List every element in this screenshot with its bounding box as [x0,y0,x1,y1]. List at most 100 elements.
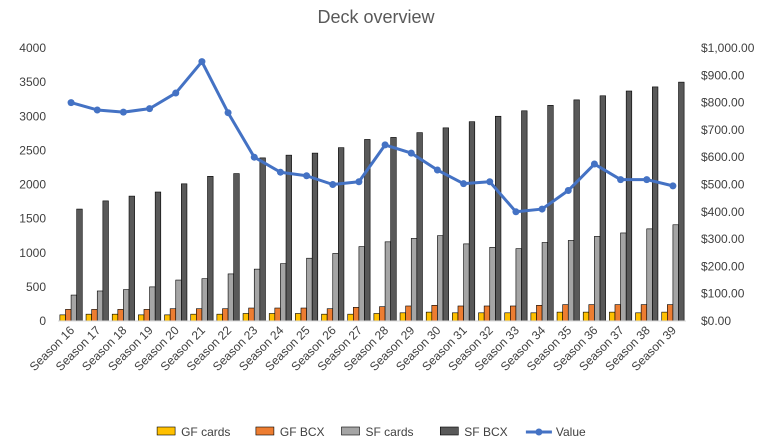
bar-gf-bcx [248,307,255,322]
bar-sf-bcx [233,173,240,322]
line-point-value [93,106,101,114]
bar-sf-cards [620,232,627,322]
bar-gf-cards [216,313,223,322]
bar-gf-bcx [431,304,438,322]
bar-sf-cards [594,236,601,322]
bar-gf-bcx [562,304,569,322]
chart-title: Deck overview [317,7,435,27]
y-right-tick-label: $900.00 [701,68,745,82]
bar-sf-cards [567,240,575,322]
y-right-tick-label: $500.00 [701,178,745,192]
bar-sf-bcx [259,157,266,322]
bar-gf-cards [582,311,590,322]
bar-sf-bcx [495,115,502,322]
line-point-value [329,181,337,188]
legend-item-value: Value [525,425,586,439]
line-point-value [381,141,389,149]
bar-sf-bcx [442,127,449,322]
bar-gf-cards [478,312,485,322]
bar-sf-cards [123,289,130,322]
bar-gf-cards [373,313,380,322]
legend-label: SF cards [366,425,414,439]
bar-gf-bcx [483,305,491,322]
bar-sf-bcx [678,81,685,322]
legend-swatch [255,426,275,436]
bar-sf-bcx [154,191,162,322]
y-right-tick-label: $0.00 [701,314,731,328]
line-point-value [538,205,546,213]
bar-gf-bcx [222,308,229,322]
bar-gf-bcx [300,307,307,322]
bar-sf-cards [541,242,548,322]
y-right-tick-label: $300.00 [701,232,745,246]
line-point-value [172,89,180,97]
y-left-tick-label: 0 [39,314,46,328]
bar-gf-bcx [196,308,203,322]
bar-gf-bcx [614,304,621,322]
line-point-value [146,105,154,113]
bar-sf-cards [384,241,391,322]
plot-area: 0 500 1000 1500 2000 2500 3000 3500 4000 $0.00 $10… [19,41,754,374]
bar-sf-bcx [625,90,633,322]
bar-gf-bcx [667,304,674,322]
y-left-tick-label: 2500 [19,143,46,157]
bar-gf-bcx [91,309,98,322]
y-right-tick-label: $700.00 [701,123,745,137]
line-point-value [198,58,206,66]
bar-sf-bcx [207,176,214,322]
y-left-tick-label: 3500 [19,75,46,89]
legend-item-sf-bcx: SF BCX [439,425,508,439]
bar-sf-bcx [76,208,83,322]
y-left-tick-label: 500 [26,280,46,294]
bar-sf-cards [280,263,287,322]
legend-item-gf-bcx: GF BCX [255,425,325,439]
bar-gf-bcx [65,309,72,322]
bar-gf-cards [111,313,119,322]
legend-label: Value [556,425,586,439]
bar-sf-bcx [338,147,345,322]
bar-sf-cards [175,279,182,322]
bar-gf-cards [399,312,406,322]
y-right-tick-label: $200.00 [701,259,745,273]
line-point-value [250,153,258,161]
line-point-value [119,108,127,116]
bar-sf-cards [253,268,261,322]
line-point-value [303,172,311,180]
line-point-value [669,182,677,190]
bar-sf-cards [489,246,496,322]
line-point-value [224,109,232,117]
bar-gf-bcx [117,309,124,322]
y-right-tick-label: $600.00 [701,150,745,164]
bar-gf-cards [295,313,302,322]
legend-item-sf-cards: SF cards [341,425,414,439]
line-point-value [460,180,468,188]
y-left-tick-label: 4000 [19,41,46,55]
bar-gf-cards [504,312,511,322]
bar-gf-cards [425,311,433,322]
bar-gf-cards [242,313,249,322]
legend-swatch [156,426,176,436]
bar-sf-cards [149,286,156,322]
legend-swatch [341,426,360,436]
bar-sf-cards [463,243,470,322]
bar-gf-bcx [457,305,464,322]
line-point-value [512,208,520,216]
bar-gf-bcx [640,304,648,322]
bar-sf-cards [646,228,653,322]
line-point-value [433,166,441,174]
legend-marker [535,428,543,436]
bar-gf-cards [452,312,459,322]
bar-gf-cards [190,313,197,322]
bar-sf-cards [96,290,104,322]
bar-gf-bcx [379,306,386,322]
bar-sf-bcx [468,121,476,322]
bar-gf-bcx [510,305,517,322]
bar-gf-cards [321,313,328,322]
y-left-tick-label: 1500 [19,212,46,226]
y-right-tick-label: $1,000.00 [701,41,755,55]
bar-sf-bcx [390,137,397,322]
legend-item-gf-cards: GF cards [156,425,230,439]
bar-gf-bcx [143,309,150,322]
